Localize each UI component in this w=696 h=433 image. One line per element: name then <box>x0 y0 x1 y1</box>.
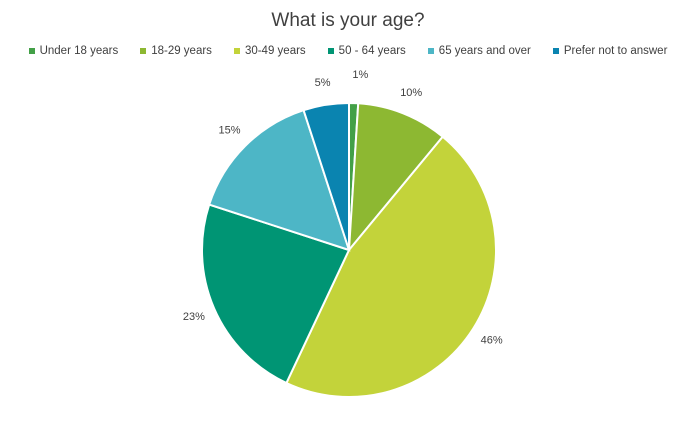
legend-item: Prefer not to answer <box>552 45 668 57</box>
slice-data-label: 10% <box>400 87 422 99</box>
slice-data-label: 15% <box>218 124 240 136</box>
slice-data-label: 1% <box>352 69 368 81</box>
legend-swatch <box>427 48 434 54</box>
legend-label: Under 18 years <box>39 45 119 57</box>
legend-item: Under 18 years <box>28 45 119 57</box>
pie-slice <box>285 135 497 398</box>
legend-swatch <box>233 48 240 54</box>
pie-slice <box>302 101 350 251</box>
legend-swatch <box>140 48 147 54</box>
legend-item: 30-49 years <box>233 45 306 57</box>
legend-label: 30-49 years <box>244 45 306 57</box>
legend-swatch <box>552 48 559 54</box>
legend-swatch <box>327 48 334 54</box>
slice-data-label: 46% <box>481 334 503 346</box>
legend-label: Prefer not to answer <box>563 45 668 57</box>
legend-swatch <box>28 48 35 54</box>
legend-item: 18-29 years <box>140 45 212 57</box>
legend-label: 50 - 64 years <box>338 45 406 57</box>
slice-data-label: 5% <box>315 77 331 89</box>
legend-item: 65 years and over <box>427 45 531 57</box>
legend: Under 18 years 18-29 years 30-49 years 5… <box>0 45 696 57</box>
pie-slice <box>201 203 351 385</box>
legend-label: 18-29 years <box>151 45 212 57</box>
slice-data-label: 23% <box>183 311 205 323</box>
legend-label: 65 years and over <box>438 45 531 57</box>
pie-slice <box>347 102 445 254</box>
legend-item: 50 - 64 years <box>327 45 406 57</box>
chart-title: What is your age? <box>271 10 425 31</box>
